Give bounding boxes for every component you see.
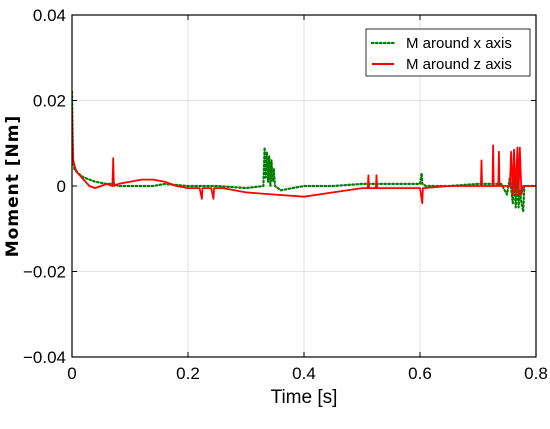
y-tick-label: 0 (57, 177, 66, 196)
legend-label-x-axis: M around x axis (406, 35, 512, 52)
x-tick-label: 0.8 (524, 364, 548, 383)
x-tick-label: 0 (67, 364, 76, 383)
x-axis-label: Time [s] (271, 387, 338, 408)
legend-box (365, 28, 531, 77)
series-lines (72, 90, 536, 213)
legend: M around x axis M around z axis (365, 28, 531, 77)
y-tick-label: 0.04 (33, 6, 66, 25)
y-tick-labels: −0.04 −0.02 0 0.02 0.04 (23, 6, 66, 367)
x-tick-label: 0.4 (292, 364, 316, 383)
x-tick-label: 0.6 (408, 364, 432, 383)
plot-frame (71, 14, 537, 358)
legend-label-z-axis: M around z axis (406, 56, 512, 73)
x-tick-labels: 0 0.2 0.4 0.6 0.8 (67, 364, 548, 383)
series-line-1 (72, 109, 536, 205)
x-tick-label: 0.2 (176, 364, 200, 383)
y-tick-label: −0.04 (23, 348, 66, 367)
y-axis-label: Moment [Nm] (3, 115, 23, 257)
y-tick-label: 0.02 (33, 92, 66, 111)
y-tick-label: −0.02 (23, 263, 66, 282)
